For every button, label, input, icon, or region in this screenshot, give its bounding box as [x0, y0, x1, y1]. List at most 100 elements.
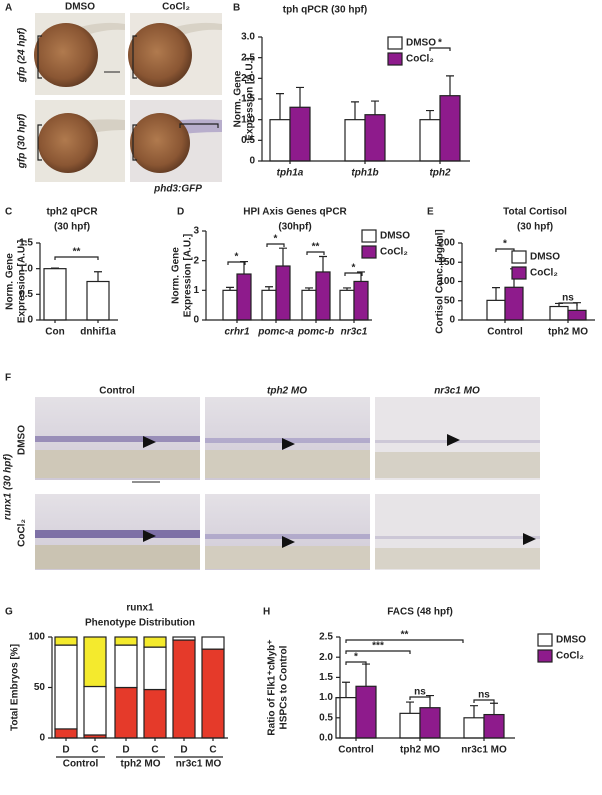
- panel-f: F Control tph2 MO nr3c1 MO DMSO CoCl₂ ru…: [3, 373, 540, 570]
- x-tick-label: tph1b: [351, 168, 378, 179]
- bar: [222, 289, 238, 321]
- error-bar: [555, 302, 563, 307]
- bar: [339, 289, 355, 321]
- y-tick-label: 150: [438, 257, 455, 268]
- axes: [339, 637, 515, 739]
- bar: [344, 119, 366, 162]
- x-tick-label: tph2 MO: [548, 327, 588, 338]
- bar: [355, 685, 377, 739]
- x-tick-label: nr3c1: [341, 327, 368, 338]
- panel-letter: D: [177, 207, 184, 218]
- legend-label: DMSO: [530, 252, 560, 263]
- panel-letter: A: [5, 3, 12, 14]
- y-axis-label: Total Embryos [%]: [10, 644, 21, 731]
- significance-bracket: [473, 699, 495, 703]
- error-bar: [426, 694, 434, 708]
- error-bar: [470, 705, 478, 718]
- row-label: gfp (24 hpf): [17, 27, 28, 83]
- x-tick-label: tph2: [429, 168, 451, 179]
- y-axis-label: Expression [A.U.]: [245, 57, 256, 140]
- y-tick-label: 0.5: [319, 712, 333, 723]
- y-tick-label: 100: [28, 632, 45, 643]
- bar: [261, 289, 277, 321]
- legend-label: DMSO: [406, 38, 436, 49]
- chart-title: runx1: [126, 603, 154, 614]
- y-tick-label: 1.5: [19, 238, 33, 249]
- axes: [205, 231, 372, 321]
- y-tick-label: 0: [39, 733, 45, 744]
- bar: [86, 280, 110, 321]
- y-tick-label: 0: [27, 315, 33, 326]
- y-axis-label: Expression [A.U.]: [17, 240, 28, 323]
- y-tick-label: 1.0: [19, 263, 33, 274]
- legend-swatch: [387, 36, 403, 50]
- significance-label: **: [401, 630, 409, 641]
- panel-letter: G: [5, 607, 13, 618]
- error-bar: [446, 75, 454, 96]
- row-label: gfp (30 hpf): [17, 113, 28, 169]
- y-axis-label: Norm. Gene: [233, 70, 244, 127]
- column-label: Control: [99, 386, 135, 397]
- error-bar: [94, 271, 102, 282]
- bar: [54, 644, 78, 730]
- significance-label: *: [438, 38, 442, 49]
- significance-label: ns: [414, 687, 426, 698]
- chart-title: tph qPCR (30 hpf): [283, 5, 367, 16]
- error-bar: [296, 86, 304, 108]
- bar: [419, 119, 441, 162]
- bar: [236, 273, 252, 321]
- side-label: runx1 (30 hpf): [3, 453, 14, 520]
- legend-swatch: [537, 633, 553, 647]
- bar: [83, 685, 107, 736]
- column-label: tph2 MO: [267, 386, 307, 397]
- error-bar: [343, 287, 351, 291]
- significance-bracket: [345, 650, 411, 654]
- legend-swatch: [511, 266, 527, 280]
- error-bar: [342, 681, 350, 698]
- x-tick-label: crhr1: [224, 327, 249, 338]
- y-tick-label: 1: [193, 285, 199, 296]
- y-tick-label: 2: [193, 255, 199, 266]
- chart-title: tph2 qPCR: [46, 207, 98, 218]
- caption: phd3:GFP: [153, 184, 202, 195]
- bar: [114, 636, 138, 646]
- bar: [172, 639, 196, 739]
- panel-letter: B: [233, 3, 240, 14]
- bar: [439, 95, 461, 162]
- bar: [364, 114, 386, 162]
- y-tick-label: 0.0: [319, 733, 333, 744]
- error-bar: [357, 271, 365, 282]
- error-bar: [406, 701, 414, 714]
- bar: [399, 712, 421, 739]
- axes: [39, 243, 118, 321]
- micrograph: [35, 100, 125, 182]
- legend-label: CoCl₂: [406, 54, 434, 65]
- y-tick-label: 100: [438, 276, 455, 287]
- column-label: DMSO: [65, 2, 95, 13]
- error-bar: [279, 247, 287, 267]
- x-tick-label: C: [209, 745, 216, 756]
- error-bar: [362, 663, 370, 687]
- error-bar: [351, 101, 359, 120]
- legend-swatch: [361, 229, 377, 243]
- bar: [54, 636, 78, 646]
- y-tick-label: 1.5: [241, 94, 255, 105]
- bar: [201, 636, 225, 650]
- panel-letter: H: [263, 607, 270, 618]
- y-tick-label: 2.0: [241, 73, 255, 84]
- error-bar: [226, 286, 234, 291]
- error-bar: [265, 286, 273, 291]
- y-tick-label: 200: [438, 238, 455, 249]
- error-bar: [51, 267, 59, 269]
- legend-label: DMSO: [556, 635, 586, 646]
- bar: [463, 717, 485, 739]
- chart-subtitle: (30 hpf): [54, 222, 90, 233]
- significance-bracket: [54, 256, 99, 260]
- significance-label: *: [235, 252, 239, 263]
- y-tick-label: 3.0: [241, 32, 255, 43]
- y-axis-label: HSPCs to Control: [279, 645, 290, 729]
- significance-label: *: [274, 234, 278, 245]
- micrograph: [130, 100, 222, 182]
- y-axis-label: Expression [A.U.]: [183, 234, 194, 317]
- y-tick-label: 3: [193, 226, 199, 237]
